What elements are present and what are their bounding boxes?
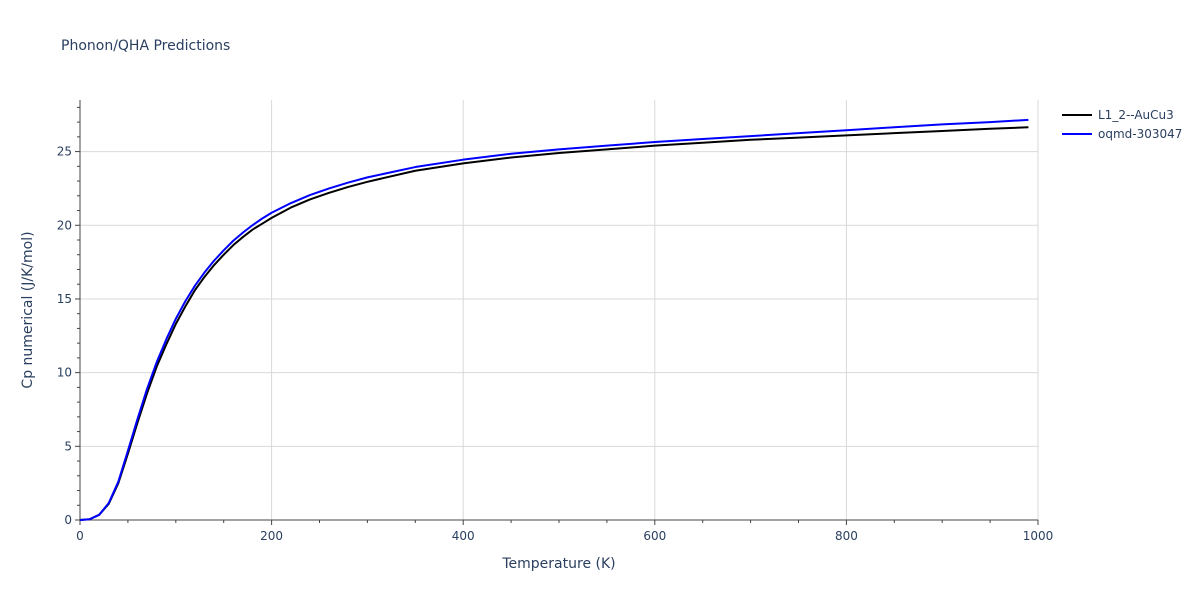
- y-tick-label: 0: [64, 513, 72, 527]
- x-axis-title: Temperature (K): [501, 556, 615, 572]
- x-tick-label: 800: [835, 529, 858, 543]
- chart-title: Phonon/QHA Predictions: [61, 38, 230, 54]
- x-tick-label: 600: [643, 529, 666, 543]
- series-line-oqmd-303047: [79, 118, 1029, 521]
- y-tick-label: 10: [57, 366, 72, 380]
- x-tick-label: 1000: [1023, 529, 1054, 543]
- y-axis-title: Cp numerical (J/K/mol): [20, 231, 36, 388]
- legend-label[interactable]: oqmd-303047: [1098, 127, 1182, 141]
- legend[interactable]: L1_2--AuCu3 oqmd-303047: [1062, 108, 1182, 141]
- axes: 0 200 400 600 800 1000 0 5 10 15 20 25: [57, 100, 1054, 543]
- y-tick-label: 15: [57, 292, 72, 306]
- x-tick-label: 0: [76, 529, 84, 543]
- series-line-L1_2--AuCu3: [79, 126, 1029, 521]
- gridlines: [80, 100, 1039, 520]
- series-lines: [79, 118, 1029, 521]
- legend-label[interactable]: L1_2--AuCu3: [1098, 108, 1174, 122]
- x-tick-label: 200: [260, 529, 283, 543]
- y-tick-label: 5: [64, 439, 72, 453]
- y-tick-label: 25: [57, 145, 72, 159]
- y-tick-label: 20: [57, 218, 72, 232]
- x-tick-label: 400: [452, 529, 475, 543]
